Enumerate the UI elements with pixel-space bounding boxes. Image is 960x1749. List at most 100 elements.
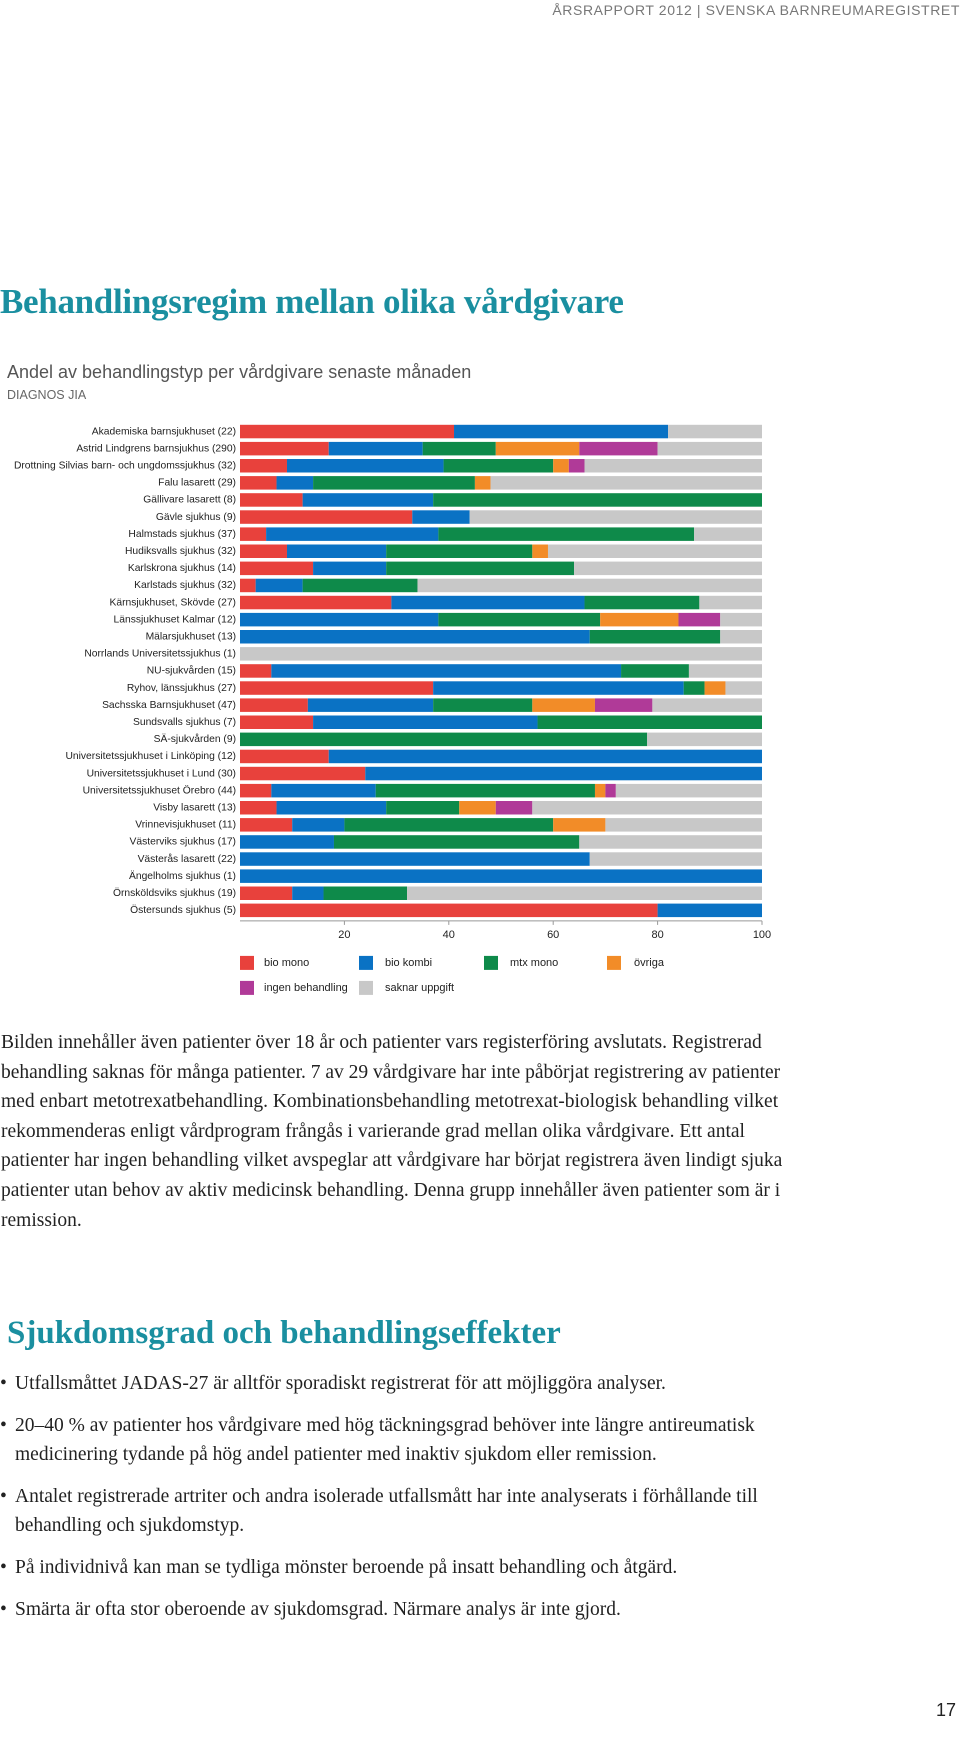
bar-segment bbox=[495, 801, 533, 815]
bullet-item: Utfallsmåttet JADAS-27 är alltför sporad… bbox=[0, 1369, 800, 1399]
bar-segment bbox=[725, 681, 762, 695]
legend-swatch bbox=[240, 955, 254, 970]
bar-segment bbox=[240, 441, 329, 456]
legend-swatch bbox=[607, 955, 621, 970]
bar-segment bbox=[720, 630, 762, 644]
category-label: Universitetssjukhuset Örebro (44) bbox=[83, 784, 236, 796]
bar-segment bbox=[240, 493, 303, 507]
bar-segment bbox=[688, 664, 762, 678]
bar-segment bbox=[594, 783, 606, 798]
chart: Akademiska barnsjukhuset (22) Astrid Lind… bbox=[14, 424, 771, 995]
page-number: 17 bbox=[935, 1700, 956, 1720]
legend-swatch bbox=[484, 955, 498, 970]
category-label: Halmstads sjukhus (37) bbox=[128, 529, 236, 540]
category-label: Drottning Silvias barn- och ungdomssjukh… bbox=[14, 460, 236, 471]
category-label: Örnsköldsviks sjukhus (19) bbox=[113, 887, 236, 899]
bar-segment bbox=[240, 476, 277, 490]
x-tick-label: 20 bbox=[338, 929, 350, 941]
bar-segment bbox=[720, 612, 762, 627]
bullet-item: Antalet registrerade artriter och andra … bbox=[0, 1482, 800, 1541]
bar-segment bbox=[704, 681, 726, 695]
bar-segment bbox=[547, 544, 762, 558]
bar-segment bbox=[615, 783, 762, 798]
bar-segment bbox=[307, 698, 434, 712]
legend-label: bio mono bbox=[264, 957, 309, 969]
bar-segment bbox=[286, 544, 387, 558]
bar-segment bbox=[240, 749, 329, 764]
bar-segment bbox=[240, 903, 658, 918]
legend-swatch bbox=[240, 980, 254, 995]
bar-segment bbox=[271, 783, 376, 798]
bar-segment bbox=[375, 783, 595, 798]
bar-segment bbox=[240, 561, 314, 576]
page-title: Behandlingsregim mellan olika vårdgivare bbox=[0, 282, 624, 321]
bar-segment bbox=[568, 459, 585, 473]
bar-segment bbox=[302, 493, 434, 507]
bar-segment bbox=[678, 612, 721, 627]
category-label: NU-sjukvården (15) bbox=[147, 665, 236, 677]
bar-segment bbox=[386, 801, 460, 815]
bar-segment bbox=[333, 835, 580, 849]
x-tick-label: 40 bbox=[443, 929, 455, 941]
bar-segment bbox=[240, 578, 256, 593]
bar-segment bbox=[532, 698, 595, 712]
bar-segment bbox=[422, 441, 496, 456]
bullet-item: 20–40 % av patienter hos vårdgivare med … bbox=[0, 1411, 800, 1470]
bar-segment bbox=[240, 886, 293, 900]
bar-segment bbox=[328, 749, 762, 764]
bar-segment bbox=[240, 459, 287, 473]
bar-segment bbox=[328, 441, 423, 456]
x-tick-label: 100 bbox=[753, 929, 771, 941]
bar-segment bbox=[594, 698, 653, 712]
bar-segment bbox=[271, 664, 622, 678]
category-label: Vrinnevisjukhuset (11) bbox=[135, 820, 236, 831]
x-tick-label: 80 bbox=[651, 929, 663, 941]
bar-segment bbox=[438, 527, 695, 541]
category-label: SÄ-sjukvården (9) bbox=[154, 733, 236, 745]
bar-segment bbox=[433, 681, 684, 695]
bar-segment bbox=[240, 766, 366, 781]
bar-segment bbox=[532, 544, 548, 558]
bar-segment bbox=[276, 801, 387, 815]
category-label: Ängelholms sjukhus (1) bbox=[129, 870, 236, 882]
category-label: Östersunds sjukhus (5) bbox=[130, 904, 236, 916]
category-label: Visby lasarett (13) bbox=[153, 802, 236, 813]
category-label: Västerviks sjukhus (17) bbox=[130, 837, 236, 848]
category-label: Universitetssjukhuset i Lund (30) bbox=[87, 768, 236, 779]
bar-segment bbox=[313, 715, 538, 729]
bar-segment bbox=[240, 783, 272, 798]
category-label: Universitetssjukhuset i Linköping (12) bbox=[65, 751, 236, 762]
bar-segment bbox=[474, 476, 491, 490]
bar-segment bbox=[286, 459, 444, 473]
bar-segment bbox=[240, 698, 308, 712]
bar-segment bbox=[255, 578, 303, 593]
category-label: Sachsska Barnsjukhuset (47) bbox=[102, 700, 236, 711]
legend-label: ingen behandling bbox=[264, 982, 348, 994]
legend-swatch bbox=[359, 980, 373, 995]
bar-segment bbox=[495, 441, 580, 456]
bar-segment bbox=[240, 732, 648, 747]
bar-segment bbox=[589, 630, 721, 644]
x-tick-label: 60 bbox=[547, 929, 559, 941]
bar-segment bbox=[589, 852, 762, 866]
bar-segment bbox=[668, 424, 762, 439]
bar-segment bbox=[240, 510, 413, 524]
running-header: ÅRSRAPPORT 2012 | SVENSKA BARNREUMAREGIS… bbox=[552, 2, 960, 18]
bar-segment bbox=[459, 801, 496, 815]
category-label: Mälarsjukhuset (13) bbox=[146, 631, 236, 642]
bar-segment bbox=[240, 869, 762, 883]
bar-segment bbox=[240, 801, 277, 815]
bar-segment bbox=[574, 561, 762, 576]
bar-segment bbox=[657, 903, 762, 918]
bar-segment bbox=[579, 441, 658, 456]
bar-segment bbox=[240, 424, 455, 439]
bar-segment bbox=[391, 595, 585, 610]
bar-segment bbox=[365, 766, 762, 781]
category-label: Kärnsjukhuset, Skövde (27) bbox=[110, 597, 237, 608]
bar-segment bbox=[386, 561, 575, 576]
category-label: Hudiksvalls sjukhus (32) bbox=[125, 546, 236, 557]
bar-segment bbox=[647, 732, 762, 747]
bar-segment bbox=[605, 818, 762, 832]
bar-segment bbox=[292, 886, 324, 900]
bar-segment bbox=[454, 424, 669, 439]
